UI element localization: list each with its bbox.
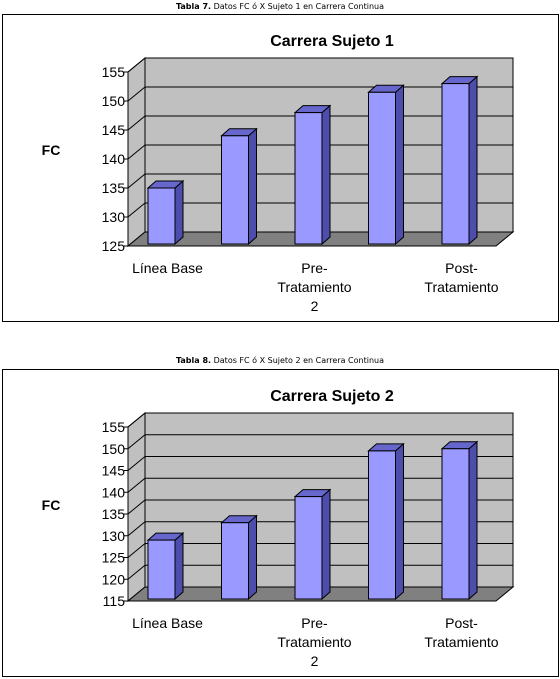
bar-side xyxy=(321,488,331,601)
caption-tabla-7: Tabla 7. Datos FC ó X Sujeto 1 en Carrer… xyxy=(0,2,560,11)
caption-tabla-8-text: Datos FC ó X Sujeto 2 en Carrera Continu… xyxy=(211,356,385,365)
chart-title: Carrera Sujeto 2 xyxy=(270,388,394,405)
caption-tabla-7-text: Datos FC ó X Sujeto 1 en Carrera Continu… xyxy=(211,2,385,11)
y-tick-label: 120 xyxy=(102,571,126,587)
gridline xyxy=(127,57,513,73)
y-tick-label: 155 xyxy=(102,419,126,435)
bar-side xyxy=(248,514,257,601)
y-tick-label: 145 xyxy=(102,463,126,479)
y-tick-label: 125 xyxy=(102,238,126,254)
y-tick-label: 140 xyxy=(102,484,126,500)
x-category-label: Línea Base xyxy=(132,615,203,631)
bar xyxy=(294,496,323,600)
y-tick-label: 130 xyxy=(102,209,126,225)
x-category-label: Post- xyxy=(445,615,478,631)
x-category-label: Pre- xyxy=(301,615,328,631)
bar xyxy=(147,539,176,600)
bar-side xyxy=(174,531,184,601)
bar xyxy=(368,91,396,245)
y-tick-label: 115 xyxy=(103,593,126,609)
bar-side xyxy=(395,442,404,601)
y-tick-label: 135 xyxy=(102,180,126,196)
chart-title: Carrera Sujeto 1 xyxy=(270,33,394,50)
x-category-label: 2 xyxy=(311,298,319,314)
bar-side xyxy=(468,75,478,246)
caption-tabla-8-number: Tabla 8. xyxy=(175,356,212,365)
x-category-label: Línea Base xyxy=(132,260,203,276)
chart-2: 115 120 125 130 135 140 145 150 155 Carrera Sujet… xyxy=(42,388,515,669)
y-axis-label: FC xyxy=(42,142,61,158)
y-tick-label: 135 xyxy=(102,506,126,522)
bar xyxy=(221,522,249,600)
y-tick-label: 145 xyxy=(102,122,126,138)
x-category-label: Tratamiento xyxy=(424,634,498,650)
y-tick-label: 155 xyxy=(102,64,126,80)
bar-side xyxy=(174,179,184,246)
chart-panel-1: 125 130 135 140 145 150 155 Carrera Sujeto 1 FC L… xyxy=(2,14,559,322)
x-category-label: Tratamiento xyxy=(277,279,351,295)
y-axis-label: FC xyxy=(42,497,61,513)
caption-tabla-7-number: Tabla 7. xyxy=(175,2,212,11)
y-tick-label: 140 xyxy=(102,151,126,167)
bar-side xyxy=(248,127,257,246)
x-category-label: Tratamiento xyxy=(277,634,351,650)
y-tick-label: 130 xyxy=(102,528,126,544)
chart-panel-2: 115 120 125 130 135 140 145 150 155 Carrera Sujet… xyxy=(2,369,559,677)
bar xyxy=(147,187,176,245)
bar-side xyxy=(395,84,404,246)
bar xyxy=(294,112,323,245)
x-category-label: Pre- xyxy=(301,260,328,276)
y-tick-label: 150 xyxy=(102,93,126,109)
chart-1: 125 130 135 140 145 150 155 Carrera Sujeto 1 FC L… xyxy=(42,33,515,314)
x-category-label: 2 xyxy=(311,653,319,669)
bar xyxy=(441,448,470,600)
bar xyxy=(441,83,470,245)
x-category-label: Post- xyxy=(445,260,478,276)
gridline xyxy=(127,412,513,428)
gridline xyxy=(127,434,513,450)
y-tick-label: 150 xyxy=(102,441,126,457)
bar xyxy=(221,135,249,245)
caption-tabla-8: Tabla 8. Datos FC ó X Sujeto 2 en Carrer… xyxy=(0,356,560,365)
bar-side xyxy=(468,440,478,601)
bar-side xyxy=(321,104,331,246)
y-tick-label: 125 xyxy=(102,550,126,566)
bar xyxy=(368,450,396,600)
x-category-label: Tratamiento xyxy=(424,279,498,295)
